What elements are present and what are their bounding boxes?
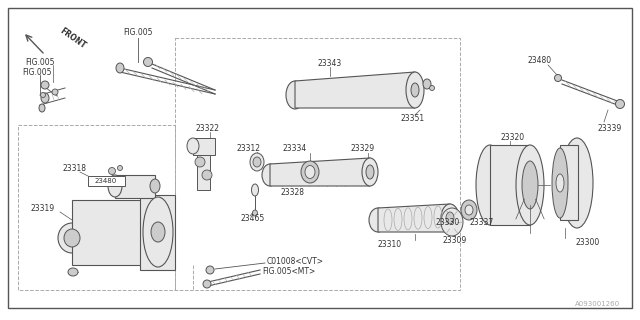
Text: FIG.005: FIG.005 xyxy=(22,68,51,76)
Text: 23329: 23329 xyxy=(350,143,374,153)
Ellipse shape xyxy=(554,75,561,82)
Ellipse shape xyxy=(64,229,80,247)
Polygon shape xyxy=(197,155,210,190)
Ellipse shape xyxy=(118,165,122,171)
Text: 23480: 23480 xyxy=(95,178,117,184)
Ellipse shape xyxy=(187,138,199,154)
Ellipse shape xyxy=(202,170,212,180)
Ellipse shape xyxy=(52,89,58,95)
Ellipse shape xyxy=(68,268,78,276)
Text: 23343: 23343 xyxy=(318,59,342,68)
Ellipse shape xyxy=(476,145,504,225)
Text: 23310: 23310 xyxy=(378,239,402,249)
Ellipse shape xyxy=(561,138,593,228)
Ellipse shape xyxy=(461,200,477,220)
Ellipse shape xyxy=(465,205,473,215)
Ellipse shape xyxy=(108,175,122,197)
Ellipse shape xyxy=(39,104,45,112)
Ellipse shape xyxy=(305,165,315,179)
Ellipse shape xyxy=(41,81,49,89)
Ellipse shape xyxy=(262,164,278,186)
Ellipse shape xyxy=(40,92,45,98)
Ellipse shape xyxy=(516,145,544,225)
Text: 23337: 23337 xyxy=(470,218,494,227)
Ellipse shape xyxy=(151,222,165,242)
Text: 23339: 23339 xyxy=(598,124,622,132)
Ellipse shape xyxy=(286,81,304,109)
Polygon shape xyxy=(560,145,578,220)
Polygon shape xyxy=(72,200,145,265)
Ellipse shape xyxy=(250,153,264,171)
Ellipse shape xyxy=(423,79,431,89)
Text: FIG.005: FIG.005 xyxy=(25,58,54,67)
Ellipse shape xyxy=(522,161,538,209)
Text: FIG.005: FIG.005 xyxy=(124,28,153,36)
Polygon shape xyxy=(88,176,125,186)
Ellipse shape xyxy=(41,93,49,103)
Text: 23465: 23465 xyxy=(240,213,264,222)
Polygon shape xyxy=(270,158,370,186)
Text: 23328: 23328 xyxy=(280,188,304,196)
Text: FIG.005<MT>: FIG.005<MT> xyxy=(262,268,316,276)
Ellipse shape xyxy=(301,161,319,183)
Text: 23351: 23351 xyxy=(400,114,424,123)
Ellipse shape xyxy=(369,208,387,232)
Text: C01008<CVT>: C01008<CVT> xyxy=(267,258,324,267)
Text: 23318: 23318 xyxy=(62,164,86,172)
Ellipse shape xyxy=(446,212,454,224)
Ellipse shape xyxy=(429,85,435,91)
Ellipse shape xyxy=(143,58,152,67)
Text: 23480: 23480 xyxy=(528,55,552,65)
Polygon shape xyxy=(378,204,450,232)
Polygon shape xyxy=(193,138,215,155)
Text: 23300: 23300 xyxy=(575,237,599,246)
Ellipse shape xyxy=(556,174,564,192)
Ellipse shape xyxy=(362,158,378,186)
Text: 23334: 23334 xyxy=(283,143,307,153)
Text: 23319: 23319 xyxy=(30,204,54,212)
Ellipse shape xyxy=(406,72,424,108)
Ellipse shape xyxy=(253,210,257,216)
Text: FRONT: FRONT xyxy=(58,26,87,50)
Ellipse shape xyxy=(441,208,463,236)
Ellipse shape xyxy=(253,157,261,167)
Ellipse shape xyxy=(195,157,205,167)
Ellipse shape xyxy=(206,266,214,274)
Text: 23309: 23309 xyxy=(442,236,467,244)
Text: 23320: 23320 xyxy=(500,132,524,141)
Polygon shape xyxy=(490,145,530,225)
Ellipse shape xyxy=(366,165,374,179)
Polygon shape xyxy=(115,175,155,198)
Text: 23330: 23330 xyxy=(436,218,460,227)
Text: 23322: 23322 xyxy=(195,124,219,132)
Ellipse shape xyxy=(109,167,115,174)
Ellipse shape xyxy=(150,179,160,193)
Ellipse shape xyxy=(116,63,124,73)
Ellipse shape xyxy=(411,83,419,97)
Ellipse shape xyxy=(616,100,625,108)
Text: A093001260: A093001260 xyxy=(575,301,620,307)
Ellipse shape xyxy=(252,184,259,196)
Ellipse shape xyxy=(58,223,86,253)
Ellipse shape xyxy=(441,204,459,232)
Polygon shape xyxy=(295,72,415,108)
Ellipse shape xyxy=(552,148,568,218)
Ellipse shape xyxy=(203,280,211,288)
Polygon shape xyxy=(140,195,175,270)
Text: 23312: 23312 xyxy=(236,143,260,153)
Ellipse shape xyxy=(143,197,173,267)
